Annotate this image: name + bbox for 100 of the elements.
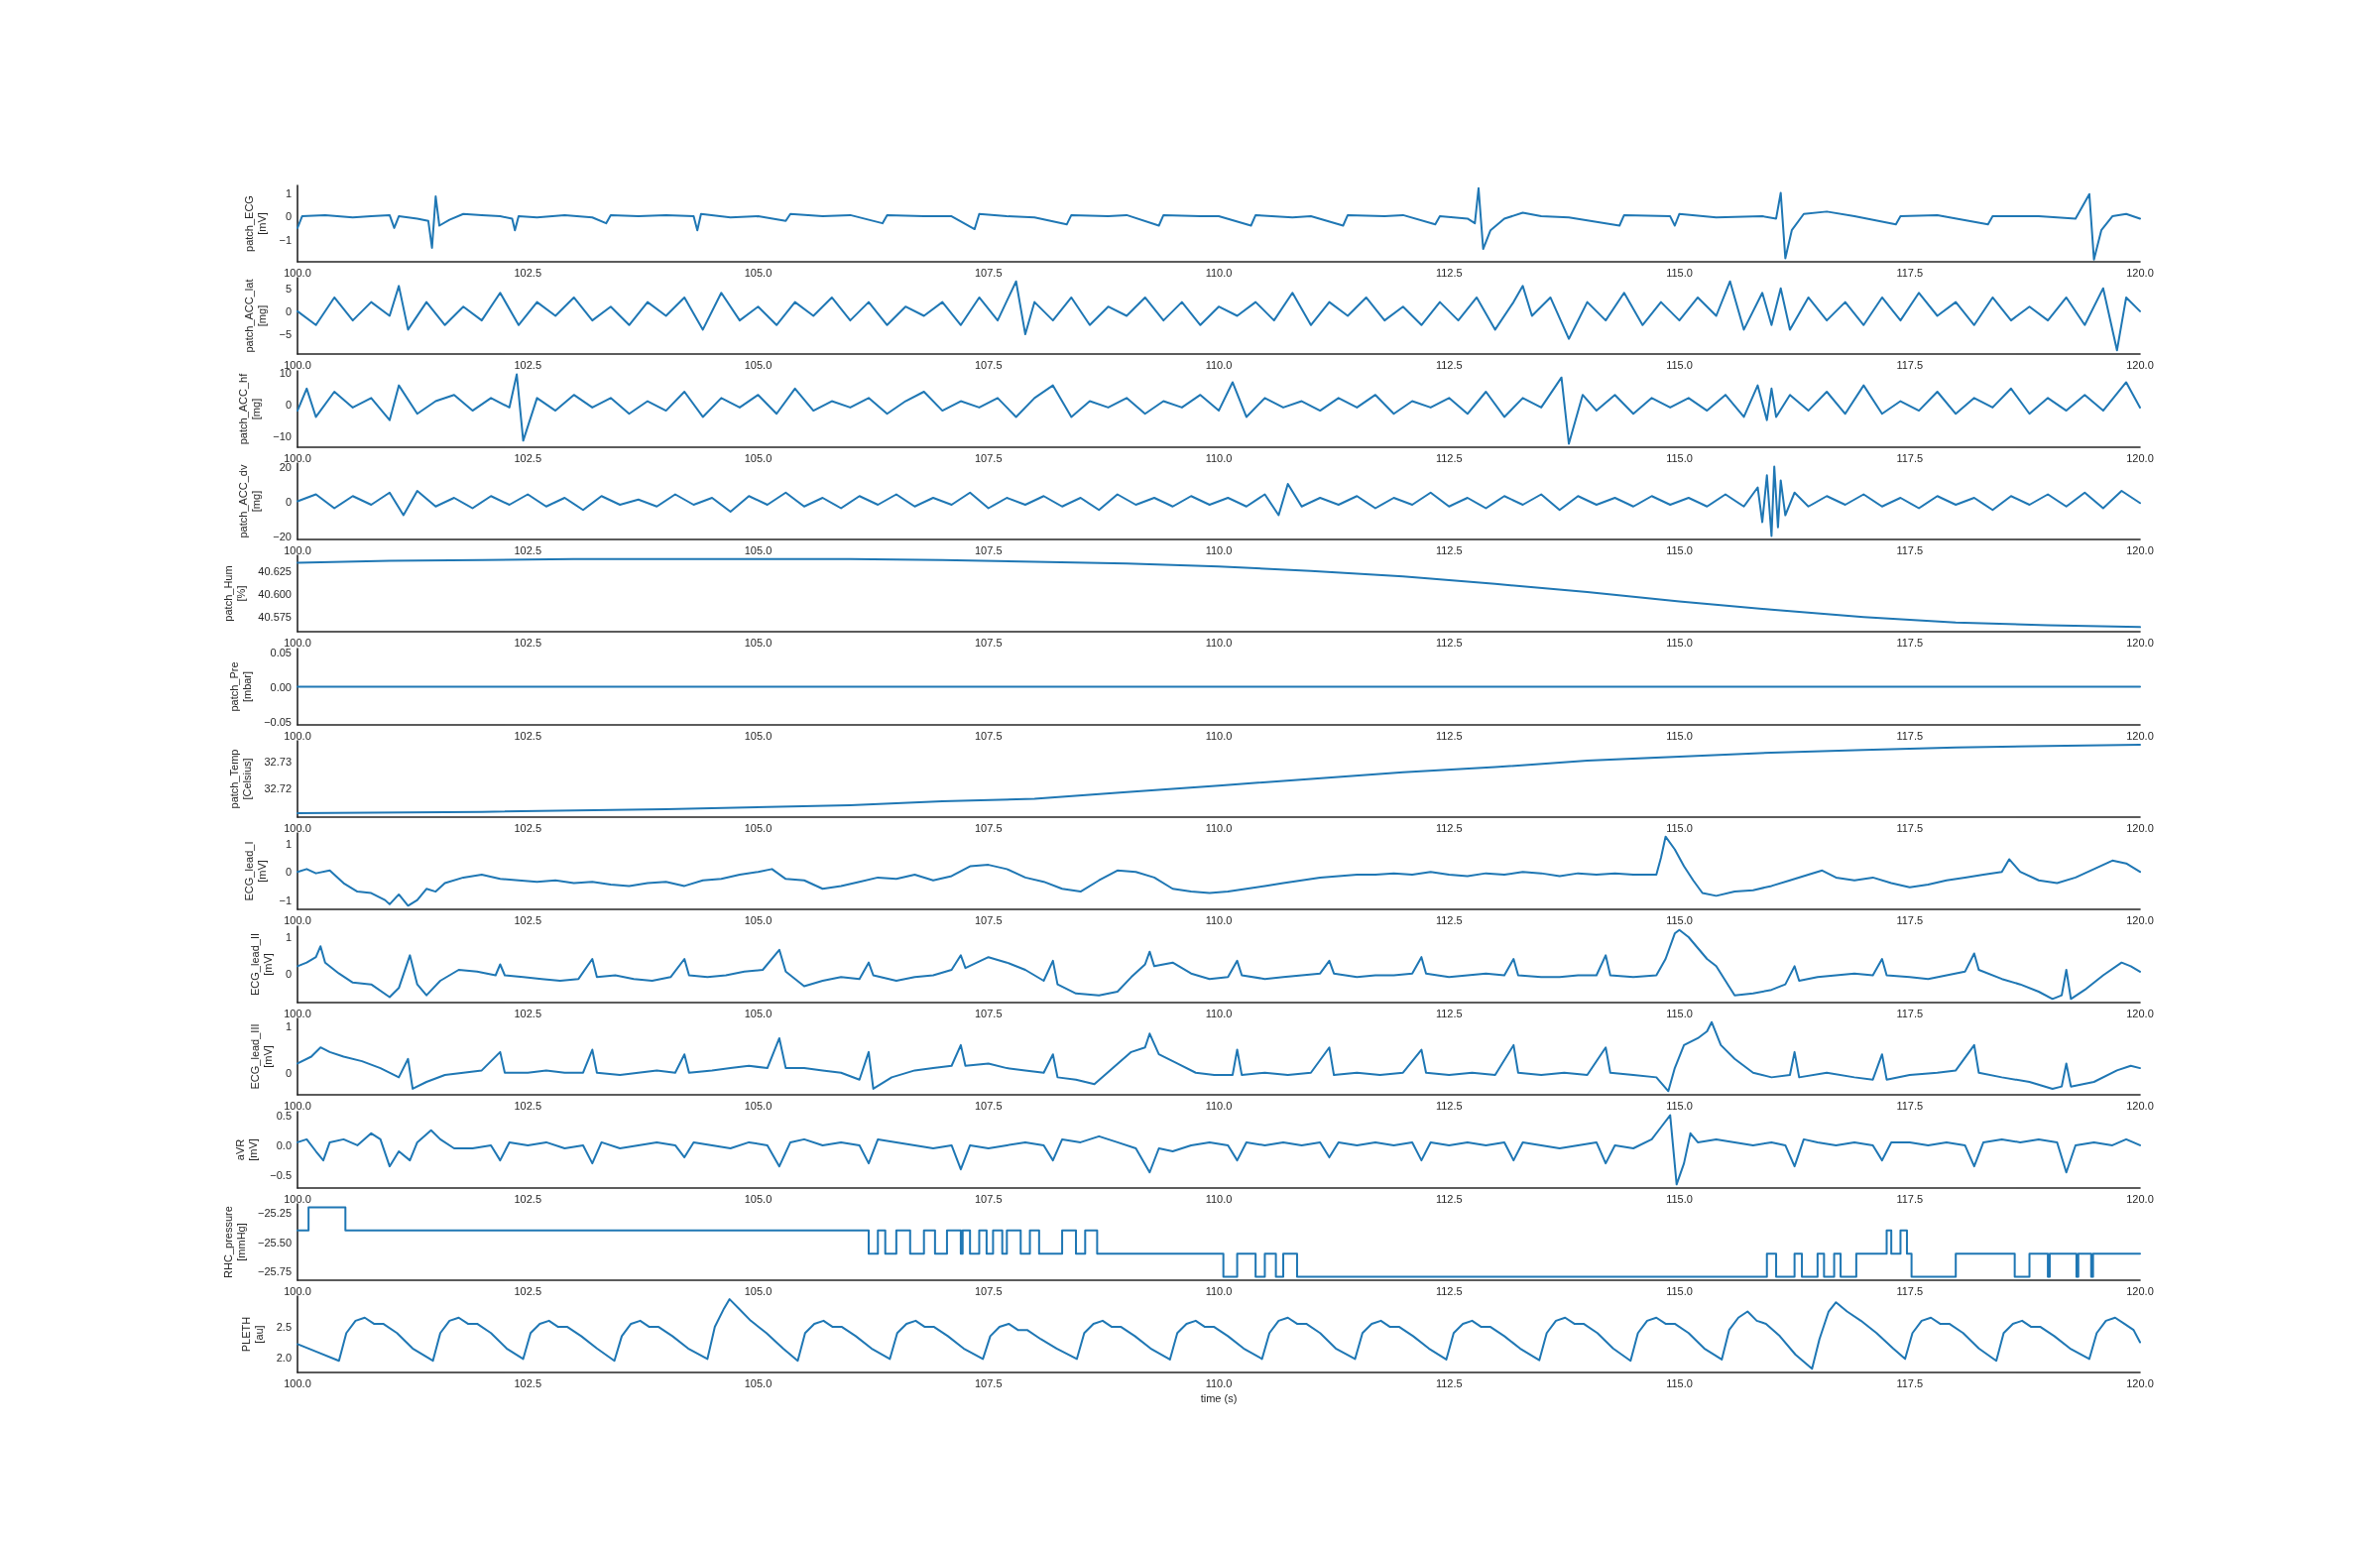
x-tick-label: 102.5: [514, 1099, 542, 1112]
x-tick-label: 102.5: [514, 821, 542, 834]
x-tick-label: 117.5: [1896, 1007, 1924, 1019]
x-tick-label: 117.5: [1896, 913, 1924, 926]
x-tick-label: 100.0: [284, 1007, 311, 1019]
y-axis-title: ECG_lead_I [mV]: [243, 841, 269, 901]
y-tick-label: 0.05: [270, 646, 292, 658]
y-axis-title: patch_Temp [Celsius]: [228, 749, 254, 809]
line-series: [297, 1298, 2141, 1370]
y-tick-label: 0: [285, 866, 292, 879]
y-tick-label: −1: [279, 233, 292, 246]
x-tick-label: 107.5: [974, 266, 1003, 279]
y-tick-label: −25.75: [258, 1264, 292, 1277]
y-axis-title: ECG_lead_III [mV]: [249, 1023, 275, 1090]
x-tick-label: 105.0: [744, 913, 773, 926]
x-tick-label: 110.0: [1205, 1099, 1233, 1112]
y-axis-title: patch_ECG [mV]: [243, 195, 269, 252]
x-tick-label: 112.5: [1435, 266, 1463, 279]
x-tick-label: 102.5: [514, 358, 542, 371]
y-tick-label: 40.575: [258, 611, 292, 624]
x-tick-label: 105.0: [744, 729, 773, 742]
x-tick-label: 102.5: [514, 451, 542, 464]
x-tick-label: 115.0: [1666, 1192, 1693, 1204]
x-tick-label: 100.0: [284, 821, 311, 834]
y-tick-label: 0.5: [276, 1109, 292, 1122]
x-tick-label: 107.5: [974, 358, 1003, 371]
x-tick-label: 117.5: [1896, 543, 1924, 556]
x-tick-label: 100.0: [284, 543, 311, 556]
y-tick-label: 0: [285, 210, 292, 223]
x-tick-label: 115.0: [1666, 913, 1693, 926]
y-tick-label: 40.600: [258, 588, 292, 601]
x-tick-label: 115.0: [1666, 266, 1693, 279]
y-axis-title: PLETH [au]: [240, 1316, 266, 1353]
y-tick-label: 1: [285, 838, 292, 851]
x-tick-label: 117.5: [1896, 636, 1924, 649]
x-tick-label: 110.0: [1205, 729, 1233, 742]
x-tick-label: 115.0: [1666, 636, 1693, 649]
x-tick-label: 107.5: [974, 1376, 1003, 1389]
x-tick-label: 107.5: [974, 821, 1003, 834]
x-tick-label: 117.5: [1896, 451, 1924, 464]
x-tick-label: 120.0: [2126, 636, 2154, 649]
line-series: [297, 744, 2141, 815]
x-tick-label: 100.0: [284, 1099, 311, 1112]
x-tick-label: 117.5: [1896, 1192, 1924, 1204]
line-series: [297, 836, 2141, 907]
x-tick-label: 115.0: [1666, 729, 1693, 742]
x-tick-label: 105.0: [744, 451, 773, 464]
x-tick-label: 100.0: [284, 266, 311, 279]
y-axis-title: patch_Pre [mbar]: [227, 661, 253, 712]
x-tick-label: 107.5: [974, 1099, 1003, 1112]
x-tick-label: 105.0: [744, 1192, 773, 1204]
y-tick-label: 1: [285, 186, 292, 199]
y-tick-label: −5: [279, 328, 292, 341]
y-tick-label: −25.50: [258, 1236, 292, 1249]
x-tick-label: 107.5: [974, 636, 1003, 649]
y-axis-title: patch_ACC_lat [mg]: [243, 279, 269, 353]
x-tick-label: 112.5: [1435, 913, 1463, 926]
x-tick-label: 102.5: [514, 266, 542, 279]
y-tick-label: −0.5: [270, 1168, 292, 1181]
y-tick-label: 0: [285, 495, 292, 508]
x-tick-label: 110.0: [1205, 1192, 1233, 1204]
line-series: [297, 1020, 2141, 1093]
x-tick-label: 105.0: [744, 1284, 773, 1297]
x-tick-label: 112.5: [1435, 1376, 1463, 1389]
line-series: [297, 465, 2141, 537]
x-tick-label: 110.0: [1205, 1007, 1233, 1019]
x-tick-label: 102.5: [514, 1192, 542, 1204]
x-tick-label: 120.0: [2126, 821, 2154, 834]
x-tick-label: 110.0: [1205, 451, 1233, 464]
y-axis-title: patch_ACC_dv [mg]: [236, 464, 262, 538]
y-tick-label: 5: [285, 283, 292, 296]
y-tick-label: 0.0: [276, 1138, 292, 1151]
x-tick-label: 100.0: [284, 636, 311, 649]
x-tick-label: 110.0: [1205, 913, 1233, 926]
x-tick-label: 102.5: [514, 543, 542, 556]
x-tick-label: 117.5: [1896, 821, 1924, 834]
line-series: [297, 928, 2141, 1001]
y-tick-label: 0: [285, 305, 292, 318]
line-series: [297, 373, 2141, 445]
x-tick-label: 112.5: [1435, 1007, 1463, 1019]
line-series: [297, 558, 2141, 629]
y-tick-label: 1: [285, 930, 292, 943]
x-tick-label: 110.0: [1205, 543, 1233, 556]
y-tick-label: 32.73: [264, 756, 292, 769]
x-tick-label: 107.5: [974, 1007, 1003, 1019]
y-axis-title: RHC_pressure [mmHg]: [221, 1205, 247, 1278]
x-tick-label: 100.0: [284, 913, 311, 926]
x-tick-label: 120.0: [2126, 1376, 2154, 1389]
x-tick-label: 105.0: [744, 358, 773, 371]
x-tick-label: 102.5: [514, 636, 542, 649]
x-tick-label: 107.5: [974, 451, 1003, 464]
x-tick-label: 105.0: [744, 1007, 773, 1019]
x-tick-label: 120.0: [2126, 543, 2154, 556]
x-tick-label: 117.5: [1896, 729, 1924, 742]
x-tick-label: 105.0: [744, 266, 773, 279]
line-series: [297, 281, 2141, 352]
y-tick-label: −25.25: [258, 1207, 292, 1220]
x-tick-label: 117.5: [1896, 266, 1924, 279]
x-tick-label: 105.0: [744, 543, 773, 556]
line-series: [297, 1114, 2141, 1185]
